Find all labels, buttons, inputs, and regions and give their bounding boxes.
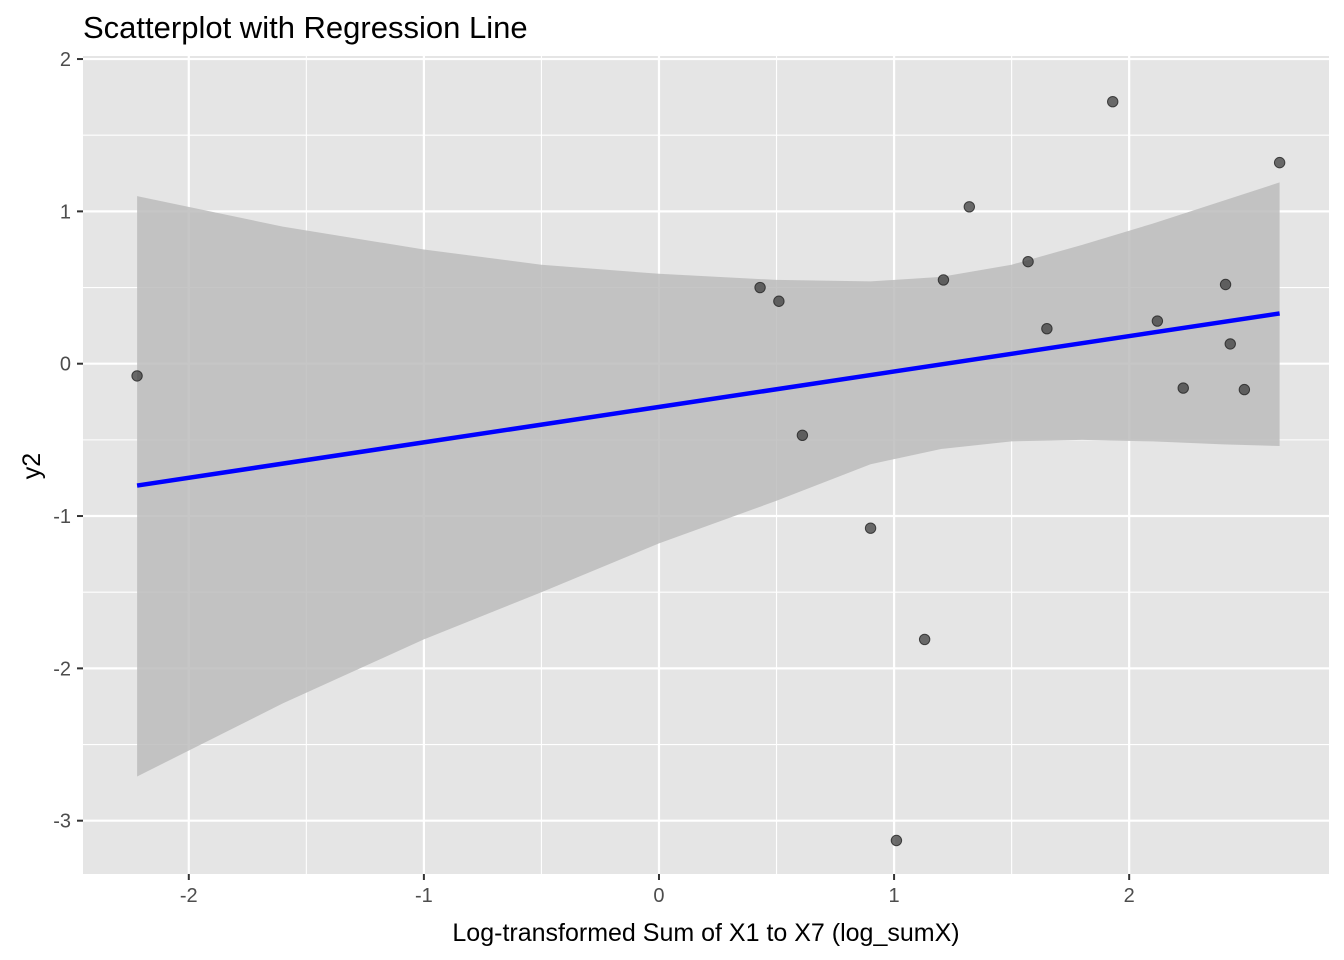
y-axis-title: y2 — [18, 453, 46, 479]
data-point — [754, 281, 766, 294]
data-point — [1041, 322, 1053, 335]
data-point — [918, 633, 931, 646]
data-point — [1238, 383, 1251, 396]
data-point — [1107, 95, 1119, 108]
data-point — [1224, 338, 1236, 350]
data-point — [890, 834, 903, 847]
data-point — [796, 429, 809, 441]
chart-title: Scatterplot with Regression Line — [83, 10, 528, 45]
y-tick-label: -3 — [53, 811, 71, 833]
data-point — [1151, 315, 1164, 327]
y-tick-label: -1 — [53, 506, 71, 528]
data-point — [963, 201, 976, 213]
data-point — [1177, 382, 1189, 394]
data-point — [1219, 278, 1232, 291]
data-point — [131, 370, 143, 382]
y-axis: 2 1 0 -1 -2 -3 — [53, 49, 83, 833]
x-axis: -2 -1 0 1 2 — [180, 874, 1135, 907]
data-point — [773, 295, 785, 307]
y-tick-label: 0 — [60, 354, 71, 376]
data-points — [131, 95, 1286, 847]
data-point — [1022, 255, 1034, 268]
x-tick-label: 2 — [1124, 885, 1135, 907]
data-point — [1273, 156, 1286, 169]
data-point — [937, 274, 950, 286]
confidence-band — [137, 182, 1280, 777]
regression-line — [136, 311, 1280, 488]
x-tick-label: -2 — [180, 885, 198, 907]
x-tick-label: 1 — [889, 885, 900, 907]
y-tick-label: 1 — [60, 201, 71, 223]
data-point — [864, 522, 877, 534]
x-axis-title: Log-transformed Sum of X1 to X7 (log_sum… — [452, 919, 959, 947]
y-tick-label: -2 — [53, 658, 71, 680]
x-tick-label: 0 — [653, 885, 664, 907]
y-tick-label: 2 — [60, 49, 71, 71]
x-tick-label: -1 — [415, 885, 433, 907]
